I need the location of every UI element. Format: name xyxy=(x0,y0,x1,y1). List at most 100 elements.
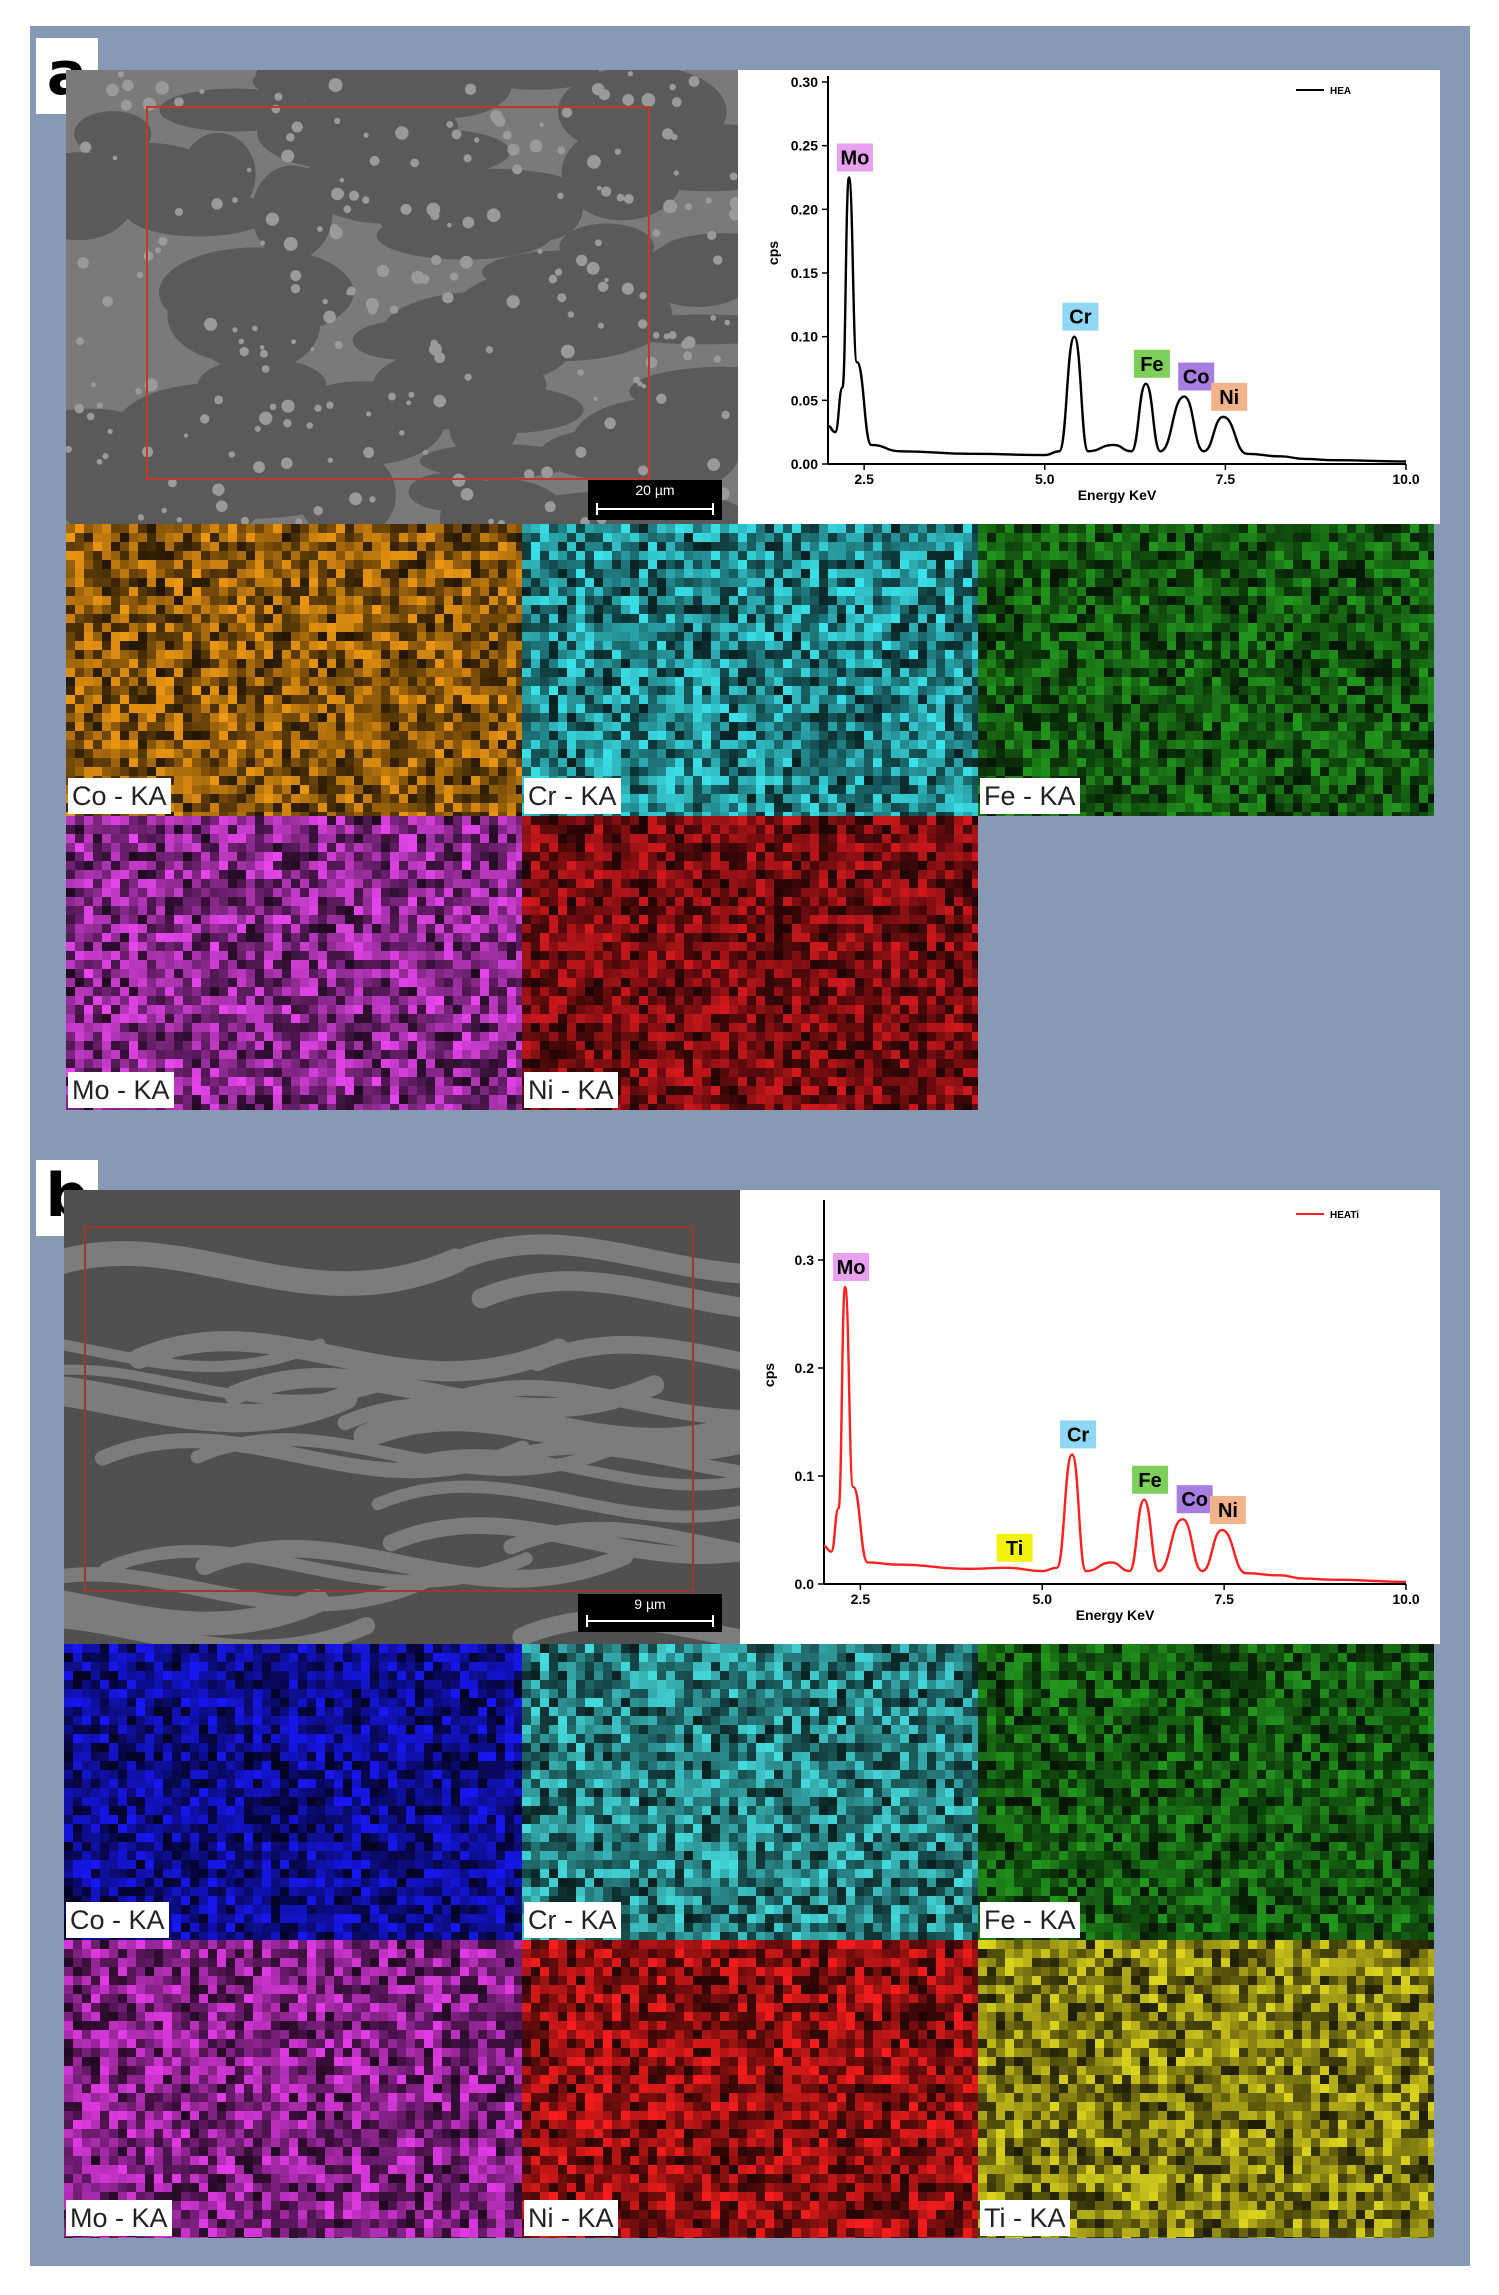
map-texture xyxy=(498,596,507,605)
map-texture xyxy=(1077,614,1086,623)
map-texture xyxy=(372,614,381,623)
map-texture xyxy=(345,767,354,776)
map-texture xyxy=(996,614,1005,623)
map-texture xyxy=(1239,722,1248,731)
map-texture xyxy=(435,614,444,623)
map-texture xyxy=(1392,524,1401,533)
map-texture xyxy=(1275,560,1284,569)
map-texture xyxy=(273,758,282,767)
map-texture xyxy=(1365,632,1374,641)
sem-precipitate xyxy=(253,461,266,474)
map-texture xyxy=(66,560,75,569)
map-texture xyxy=(1293,695,1302,704)
map-texture xyxy=(1023,605,1032,614)
map-texture xyxy=(846,587,855,596)
map-texture xyxy=(147,704,156,713)
map-texture xyxy=(1230,668,1239,677)
map-texture xyxy=(1257,551,1266,560)
map-texture xyxy=(1275,650,1284,659)
map-texture xyxy=(75,587,84,596)
map-texture xyxy=(873,614,882,623)
map-texture xyxy=(666,551,675,560)
map-texture xyxy=(309,713,318,722)
map-texture xyxy=(1158,740,1167,749)
map-texture xyxy=(219,758,228,767)
map-texture xyxy=(1023,740,1032,749)
map-texture xyxy=(1365,524,1374,533)
map-texture xyxy=(666,596,675,605)
map-texture xyxy=(693,641,702,650)
map-texture xyxy=(1185,623,1194,632)
map-texture xyxy=(183,596,192,605)
map-texture xyxy=(837,650,846,659)
map-texture xyxy=(462,731,471,740)
map-texture xyxy=(1077,569,1086,578)
map-texture xyxy=(228,587,237,596)
map-texture xyxy=(1320,524,1329,533)
map-texture xyxy=(1077,551,1086,560)
map-texture xyxy=(1122,551,1131,560)
map-texture xyxy=(435,596,444,605)
map-texture xyxy=(522,614,531,623)
map-texture xyxy=(498,641,507,650)
map-texture xyxy=(657,740,666,749)
map-texture xyxy=(621,533,630,542)
map-texture xyxy=(765,659,774,668)
map-texture xyxy=(810,686,819,695)
map-texture xyxy=(219,587,228,596)
map-texture xyxy=(1230,686,1239,695)
map-texture xyxy=(318,713,327,722)
map-texture xyxy=(1293,623,1302,632)
map-texture xyxy=(273,695,282,704)
map-texture xyxy=(1311,731,1320,740)
map-texture xyxy=(996,659,1005,668)
map-texture xyxy=(900,758,909,767)
map-texture xyxy=(693,758,702,767)
map-texture xyxy=(345,551,354,560)
map-texture xyxy=(1203,731,1212,740)
y-tick-label: 0.30 xyxy=(791,74,818,90)
map-texture xyxy=(390,632,399,641)
map-texture xyxy=(684,686,693,695)
map-texture xyxy=(318,659,327,668)
map-texture xyxy=(192,596,201,605)
map-texture xyxy=(978,668,987,677)
map-texture xyxy=(183,812,192,816)
map-texture xyxy=(666,569,675,578)
map-texture xyxy=(1095,542,1104,551)
map-texture xyxy=(246,740,255,749)
map-texture xyxy=(918,641,927,650)
map-texture xyxy=(996,632,1005,641)
map-texture xyxy=(1041,524,1050,533)
map-texture xyxy=(666,731,675,740)
map-texture xyxy=(675,641,684,650)
map-texture xyxy=(1356,560,1365,569)
map-texture xyxy=(210,659,219,668)
map-texture xyxy=(603,767,612,776)
map-texture xyxy=(273,794,282,803)
map-texture xyxy=(1320,641,1329,650)
map-texture xyxy=(978,632,987,641)
map-texture xyxy=(612,731,621,740)
map-texture xyxy=(711,578,720,587)
map-texture xyxy=(702,812,711,816)
sem-precipitate xyxy=(506,295,520,309)
map-texture xyxy=(882,803,891,812)
map-texture xyxy=(1248,623,1257,632)
map-texture xyxy=(426,560,435,569)
map-texture xyxy=(66,533,75,542)
map-texture xyxy=(639,578,648,587)
map-texture xyxy=(84,740,93,749)
map-texture xyxy=(255,632,264,641)
map-texture xyxy=(756,722,765,731)
map-texture xyxy=(345,533,354,542)
map-texture xyxy=(147,533,156,542)
map-texture xyxy=(183,704,192,713)
map-texture xyxy=(747,803,756,812)
map-texture xyxy=(210,704,219,713)
map-texture xyxy=(174,614,183,623)
map-texture xyxy=(531,623,540,632)
map-texture xyxy=(864,560,873,569)
map-texture xyxy=(426,677,435,686)
sem-precipitate xyxy=(541,466,553,479)
